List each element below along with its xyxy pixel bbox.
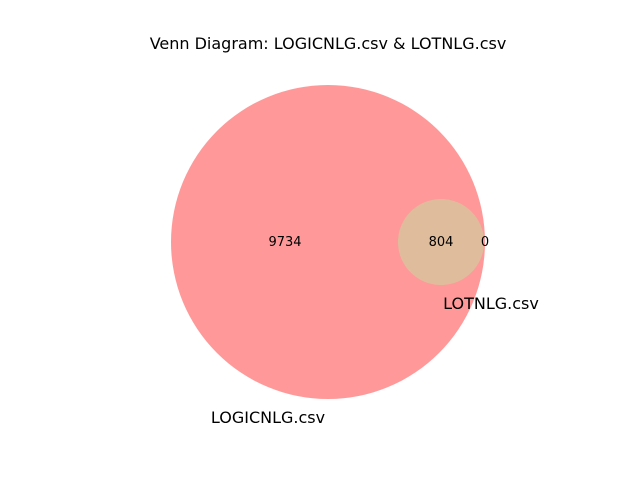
set-label-logicnlg: LOGICNLG.csv bbox=[211, 408, 325, 427]
count-only-lotnlg: 0 bbox=[481, 235, 489, 250]
set-circle-lotnlg bbox=[398, 199, 484, 285]
set-label-lotnlg: LOTNLG.csv bbox=[443, 294, 539, 313]
count-intersection: 804 bbox=[429, 235, 454, 250]
count-only-logicnlg: 9734 bbox=[268, 235, 301, 250]
set-circle-logicnlg bbox=[171, 85, 485, 399]
diagram-title: Venn Diagram: LOGICNLG.csv & LOTNLG.csv bbox=[150, 34, 507, 53]
